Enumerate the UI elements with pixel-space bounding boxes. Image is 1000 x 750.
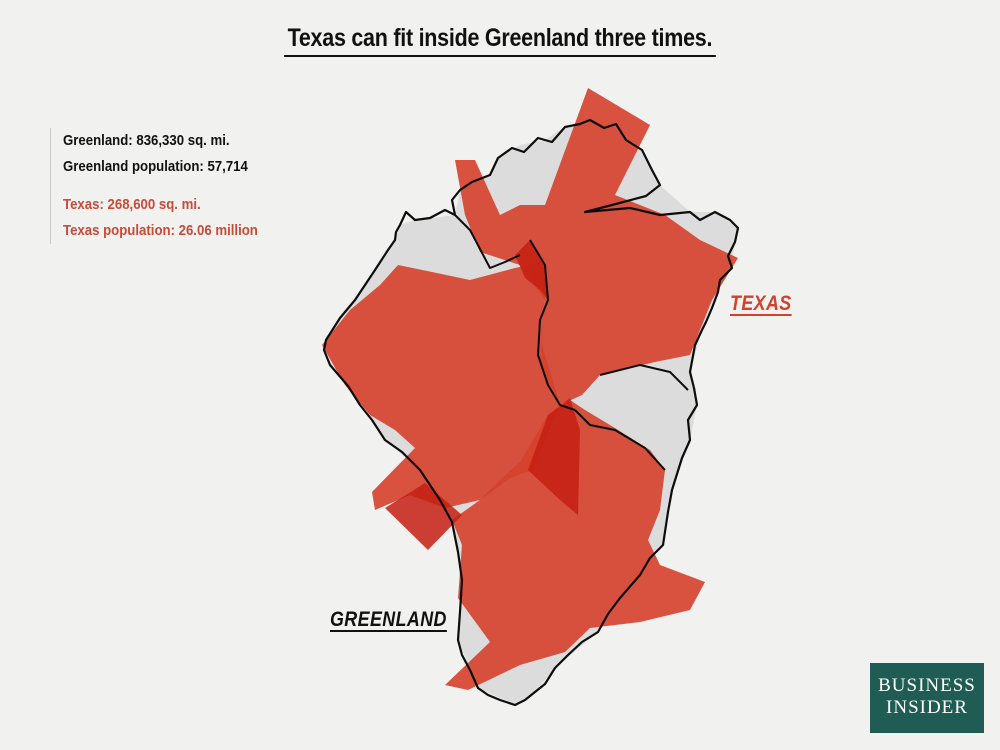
texas-shapes — [322, 88, 738, 690]
map-title-container: Texas can fit inside Greenland three tim… — [0, 24, 1000, 57]
fjord-northwest — [454, 214, 521, 269]
texas-label: TEXAS — [730, 292, 792, 315]
texas-population-text: Texas population: 26.06 million — [63, 222, 258, 239]
greenland-outline — [322, 118, 740, 707]
business-insider-logo: BUSINESS INSIDER — [870, 663, 984, 733]
logo-line-2: INSIDER — [886, 697, 968, 718]
fjord-east — [599, 364, 689, 391]
logo-line-1: BUSINESS — [878, 675, 976, 696]
overlap-shapes — [385, 240, 580, 550]
texas-shape-west — [322, 262, 560, 510]
greenland-population-text: Greenland population: 57,714 — [63, 158, 248, 175]
fjord-south — [574, 409, 666, 471]
greenland-fjords — [454, 214, 689, 471]
map-title: Texas can fit inside Greenland three tim… — [284, 24, 716, 57]
overlap-southwest — [385, 483, 462, 550]
greenland-label: GREENLAND — [330, 608, 447, 631]
overlap-channel-north — [515, 240, 548, 300]
stats-panel: Greenland: 836,330 sq. mi. Greenland pop… — [50, 128, 284, 244]
greenland-area-text: Greenland: 836,330 sq. mi. — [63, 132, 230, 149]
texas-shape-northeast — [455, 88, 738, 405]
overlap-center — [528, 398, 580, 515]
fjord-channel — [529, 239, 576, 411]
texas-area-text: Texas: 268,600 sq. mi. — [63, 196, 201, 213]
texas-shape-south — [445, 400, 705, 690]
